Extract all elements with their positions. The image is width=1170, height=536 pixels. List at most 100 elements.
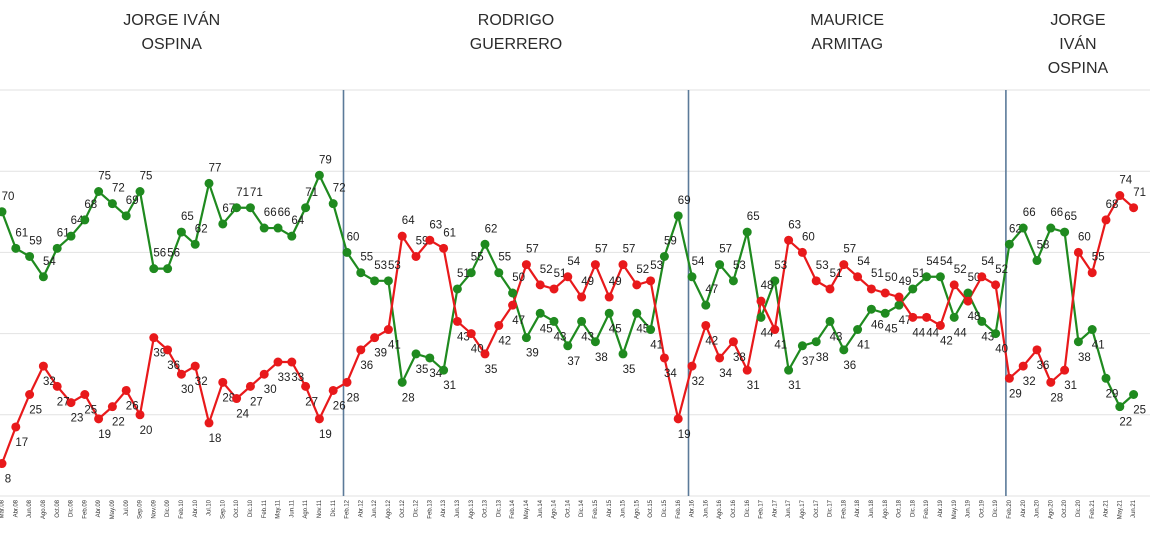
point [66,231,76,241]
data-label: 51 [457,268,470,280]
data-label: 54 [43,256,56,268]
data-label: 52 [954,264,967,276]
point [770,276,780,286]
point [38,361,48,371]
x-tick-label: Abr.10 [193,499,199,517]
point [452,316,462,326]
data-label: 40 [995,344,1008,356]
data-label: 34 [664,368,677,380]
x-tick-label: Oct.13 [483,499,489,517]
x-tick-label: Dic.17 [828,499,834,517]
data-label: 42 [705,336,718,348]
x-tick-label: Ago.12 [386,499,392,519]
point [480,239,490,249]
data-label: 69 [126,195,139,207]
point [204,418,214,428]
point [1129,390,1139,399]
data-label: 36 [167,360,180,372]
point [52,243,62,253]
data-label: 32 [692,376,705,388]
x-tick-label: Ago.17 [800,499,806,519]
data-label: 29 [1106,388,1119,400]
data-label: 37 [802,356,815,368]
point [839,260,849,270]
point [1004,373,1014,383]
point [563,341,573,351]
point [439,365,449,375]
data-label: 32 [43,376,56,388]
point [439,243,449,253]
x-tick-label: Abr.08 [13,499,19,517]
data-label: 51 [554,268,567,280]
data-label: 58 [1037,240,1050,252]
data-label: 41 [774,340,787,352]
point [273,223,283,233]
point [549,284,559,294]
data-label: 53 [374,260,387,272]
data-label: 54 [567,256,580,268]
data-label: 31 [788,380,801,392]
data-label: 68 [84,199,97,211]
data-label: 68 [1106,199,1119,211]
point [701,300,711,310]
point [370,333,380,343]
data-label: 28 [347,392,360,404]
point [563,272,573,282]
point [25,251,35,261]
data-label: 57 [595,244,608,256]
point [11,243,21,253]
point [232,394,242,404]
x-tick-label: Mar.08 [0,499,6,518]
point [466,268,476,278]
data-label: 57 [623,244,636,256]
period-name: RODRIGO [478,12,554,29]
x-tick-label: Feb.21 [1090,499,1096,518]
x-tick-label: Nov.11 [317,499,323,518]
data-label: 53 [774,260,787,272]
point [425,235,435,245]
data-label: 52 [540,264,553,276]
point [632,280,642,290]
point [618,260,628,270]
data-label: 57 [526,244,539,256]
point [301,203,311,213]
data-label: 69 [678,195,691,207]
data-label: 22 [1119,417,1132,429]
data-label: 35 [623,364,636,376]
x-tick-label: Feb.17 [759,499,765,518]
point [756,296,766,306]
point [880,288,890,298]
point [866,304,876,314]
x-tick-label: Jun.17 [786,499,792,518]
data-label: 43 [830,331,843,343]
data-label: 54 [940,256,953,268]
point [770,325,780,335]
point [383,325,393,335]
data-label: 27 [57,396,70,408]
point [149,333,159,343]
data-label: 38 [733,352,746,364]
point [604,292,614,302]
x-tick-label: Oct.17 [814,499,820,517]
period-name: GUERRERO [470,36,562,53]
series-line [0,172,1135,409]
data-label: 54 [926,256,939,268]
point [397,377,407,387]
data-label: 26 [126,400,139,412]
point [701,320,711,330]
data-label: 74 [1119,175,1132,187]
data-label: 55 [498,252,511,264]
data-label: 22 [112,417,125,429]
data-label: 53 [650,260,663,272]
point [149,264,159,274]
x-tick-label: Jun.12 [372,499,378,518]
point [452,284,462,294]
point [135,410,145,420]
point [977,316,987,326]
point [866,284,876,294]
data-label: 41 [388,340,401,352]
point [204,178,214,188]
data-label: 53 [733,260,746,272]
data-label: 25 [29,405,42,417]
point [1018,361,1028,371]
